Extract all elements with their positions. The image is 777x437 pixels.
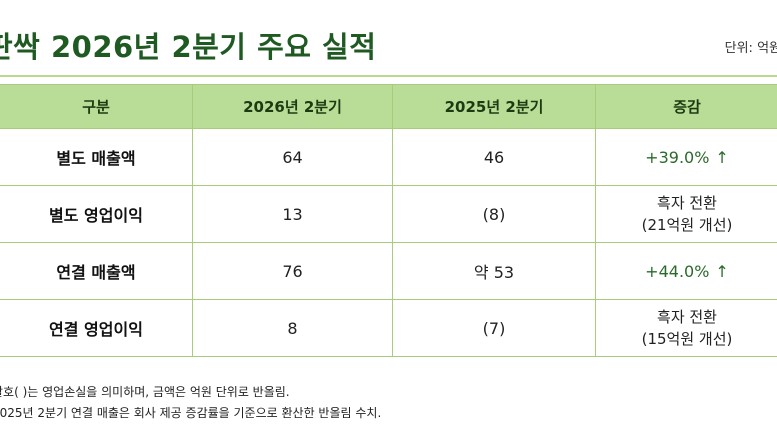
row-label: 별도 영업이익	[0, 185, 193, 243]
row-label: 별도 매출액	[0, 128, 193, 186]
header-q2-2025: 2025년 2분기	[392, 84, 596, 129]
row-label: 연결 영업이익	[0, 299, 193, 357]
unit-label: 단위: 억원	[724, 41, 777, 56]
table-row: 별도 영업이익 13 (8) 흑자 전환 (21억원 개선)	[0, 185, 777, 243]
header-q2-2026: 2026년 2분기	[192, 84, 393, 129]
title-divider	[0, 75, 777, 77]
row-label: 연결 매출액	[0, 242, 193, 300]
change-detail: (15억원 개선)	[641, 330, 733, 348]
footnotes: 괄호( )는 영업손실을 의미하며, 금액은 억원 단위로 반올림. 2025년…	[0, 382, 381, 424]
value-q2-2025: 46	[392, 128, 596, 186]
value-q2-2026: 13	[192, 185, 393, 243]
value-q2-2026: 76	[192, 242, 393, 300]
value-q2-2026: 64	[192, 128, 393, 186]
header-change: 증감	[595, 84, 777, 129]
results-table: 구분 2026년 2분기 2025년 2분기 증감 별도 매출액 64 46 +…	[0, 84, 777, 357]
value-q2-2025: 약 53	[392, 242, 596, 300]
change-value: 흑자 전환	[657, 308, 717, 326]
table-row: 별도 매출액 64 46 +39.0% ↑	[0, 128, 777, 186]
change-value: 흑자 전환	[657, 194, 717, 212]
change-cell: +44.0% ↑	[595, 242, 777, 300]
change-detail: (21억원 개선)	[641, 216, 733, 234]
up-arrow-icon: ↑	[715, 147, 729, 167]
page-title: 판싹 2026년 2분기 주요 실적	[0, 30, 377, 64]
footnote: 괄호( )는 영업손실을 의미하며, 금액은 억원 단위로 반올림.	[0, 385, 290, 399]
change-cell: 흑자 전환 (15억원 개선)	[595, 299, 777, 357]
up-arrow-icon: ↑	[715, 261, 729, 281]
value-q2-2025: (8)	[392, 185, 596, 243]
header-category: 구분	[0, 84, 193, 129]
value-q2-2026: 8	[192, 299, 393, 357]
change-cell: 흑자 전환 (21억원 개선)	[595, 185, 777, 243]
footnote: 2025년 2분기 연결 매출은 회사 제공 증감률을 기준으로 환산한 반올림…	[0, 406, 382, 420]
change-value: +39.0%	[645, 147, 710, 167]
table-header-row: 구분 2026년 2분기 2025년 2분기 증감	[0, 84, 777, 129]
change-cell: +39.0% ↑	[595, 128, 777, 186]
table-row: 연결 매출액 76 약 53 +44.0% ↑	[0, 242, 777, 300]
table-row: 연결 영업이익 8 (7) 흑자 전환 (15억원 개선)	[0, 299, 777, 357]
value-q2-2025: (7)	[392, 299, 596, 357]
change-value: +44.0%	[645, 261, 710, 281]
